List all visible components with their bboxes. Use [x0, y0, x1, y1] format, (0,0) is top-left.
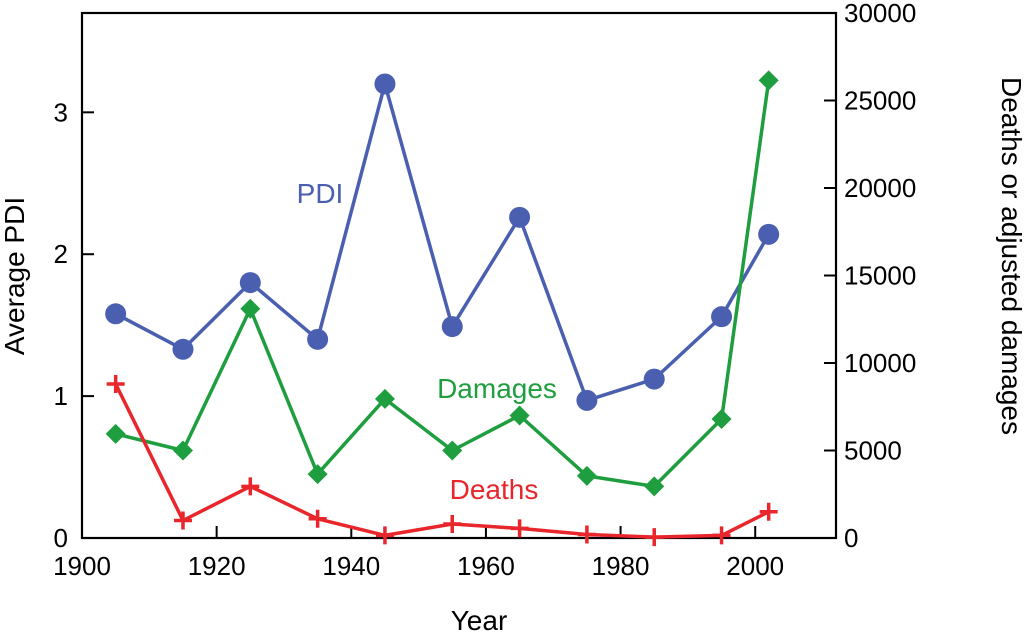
x-tick-label-4: 1980	[592, 551, 650, 581]
y-right-tick-label-0: 0	[844, 523, 858, 553]
pdi-point-3	[307, 328, 329, 350]
x-tick-label-2: 1940	[322, 551, 380, 581]
damages-point-4	[374, 388, 395, 409]
damages-point-10	[758, 70, 779, 91]
annotation-pdi: PDI	[297, 178, 344, 209]
y-right-axis-title: Deaths or adjusted damages	[996, 77, 1024, 435]
y-left-tick-label-0: 0	[54, 523, 68, 553]
deaths-point-6	[510, 519, 529, 538]
deaths-point-4	[375, 526, 394, 545]
deaths-point-5	[443, 515, 462, 533]
x-tick-label-0: 1900	[53, 551, 111, 581]
damages-point-9	[711, 409, 732, 429]
series-line-deaths	[114, 383, 770, 539]
damages-point-3	[307, 464, 328, 485]
deaths-point-0	[106, 375, 125, 393]
pdi-point-4	[374, 73, 396, 95]
deaths-point-10	[759, 502, 778, 521]
pdi-point-0	[105, 303, 127, 325]
damages-point-0	[105, 423, 126, 444]
deaths-point-1	[173, 511, 192, 530]
pdi-point-1	[172, 338, 194, 360]
deaths-point-9	[712, 526, 731, 545]
pdi-point-8	[643, 368, 665, 390]
damages-point-5	[442, 440, 463, 461]
x-tick-label-5: 2000	[726, 551, 784, 581]
series-line-damages	[115, 80, 771, 489]
y-right-tick-label-5: 25000	[844, 86, 916, 116]
ticks: 1900 1920 1940 1960 1980 20000123050001000015…	[53, 0, 916, 581]
annotation-deaths: Deaths	[450, 474, 539, 505]
pdi-point-2	[239, 272, 261, 294]
pdi-point-6	[509, 206, 531, 228]
y-right-tick-label-4: 20000	[844, 173, 916, 203]
deaths-point-7	[577, 525, 596, 544]
series-line-pdi	[114, 82, 771, 403]
plot-frame	[80, 11, 838, 540]
damages-point-1	[172, 440, 193, 461]
damages-point-2	[240, 298, 261, 319]
y-left-axis-title: Average PDI	[0, 197, 30, 355]
y-right-tick-label-3: 15000	[844, 261, 916, 291]
y-right-tick-label-2: 10000	[844, 348, 916, 378]
y-right-tick-label-6: 30000	[844, 0, 916, 28]
x-tick-label-1: 1920	[188, 551, 246, 581]
series-lines	[114, 80, 771, 539]
pdi-point-10	[758, 223, 780, 245]
y-left-tick-label-3: 3	[54, 97, 68, 127]
series-markers	[105, 70, 780, 547]
y-left-tick-label-2: 2	[54, 239, 68, 269]
pdi-point-7	[576, 389, 598, 411]
deaths-point-3	[308, 509, 327, 528]
y-left-tick-label-1: 1	[54, 381, 68, 411]
deaths-point-2	[241, 477, 260, 496]
x-tick-label-3: 1960	[457, 551, 515, 581]
annotation-damages: Damages	[437, 373, 557, 404]
damages-point-7	[576, 465, 597, 486]
damages-point-8	[644, 476, 665, 497]
y-right-tick-label-1: 5000	[844, 436, 902, 466]
deaths-point-8	[645, 528, 664, 547]
damages-point-6	[509, 405, 530, 426]
x-axis-title: Year	[451, 605, 508, 634]
pdi-point-5	[441, 316, 463, 338]
pdi-point-9	[711, 306, 733, 328]
